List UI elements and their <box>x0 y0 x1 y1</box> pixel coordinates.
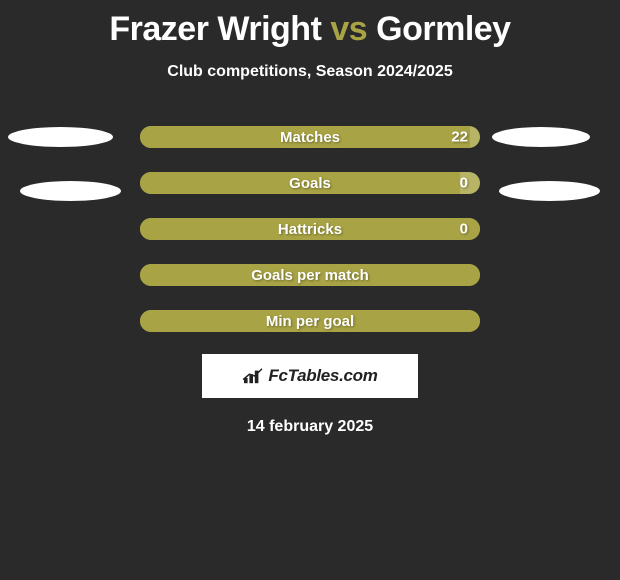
stat-value: 0 <box>460 221 468 238</box>
stat-value: 22 <box>451 129 468 146</box>
comparison-title: Frazer Wright vs Gormley <box>0 0 620 49</box>
bar-chart-icon <box>242 367 264 385</box>
subtitle: Club competitions, Season 2024/2025 <box>0 63 620 81</box>
logo-text: FcTables.com <box>268 366 377 386</box>
decorative-ellipse <box>20 181 121 201</box>
date-label: 14 february 2025 <box>0 418 620 436</box>
player2-name: Gormley <box>376 10 510 48</box>
stat-label: Min per goal <box>266 313 354 330</box>
vs-label: vs <box>330 10 367 48</box>
stat-label: Hattricks <box>278 221 342 238</box>
stat-label: Matches <box>280 129 340 146</box>
decorative-ellipse <box>492 127 590 147</box>
stat-row: Hattricks 0 <box>140 218 480 240</box>
stat-value: 0 <box>460 175 468 192</box>
stat-row: Matches 22 <box>140 126 480 148</box>
stat-rows: Matches 22 Goals 0 Hattricks 0 Goals per match… <box>0 126 620 332</box>
decorative-ellipse <box>8 127 113 147</box>
fctables-logo: FcTables.com <box>202 354 418 398</box>
stat-row: Goals per match <box>140 264 480 286</box>
stat-row: Goals 0 <box>140 172 480 194</box>
player1-name: Frazer Wright <box>109 10 321 48</box>
decorative-ellipse <box>499 181 600 201</box>
stat-label: Goals per match <box>251 267 369 284</box>
stat-row: Min per goal <box>140 310 480 332</box>
stat-label: Goals <box>289 175 331 192</box>
